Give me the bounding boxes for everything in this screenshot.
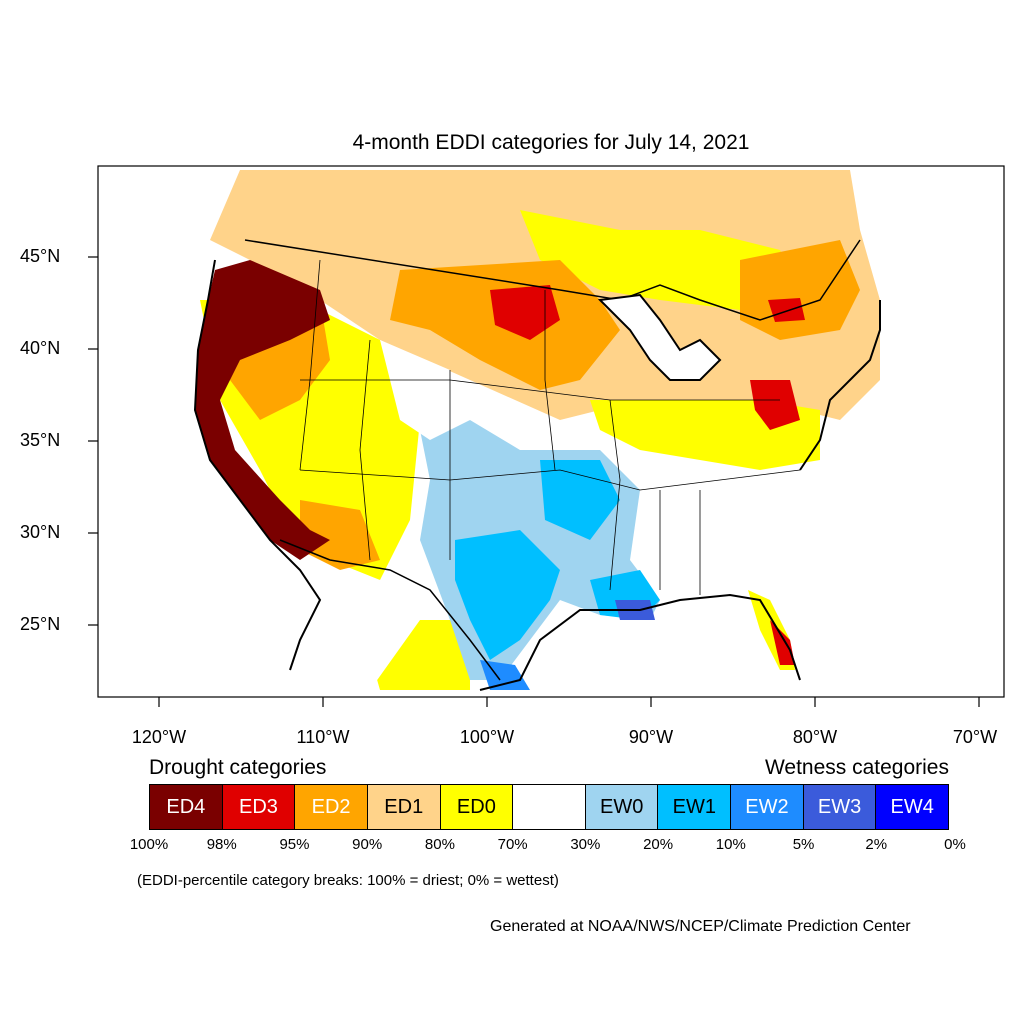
coastline-west bbox=[193, 259, 322, 671]
percentile-label: 30% bbox=[570, 836, 601, 853]
lon-label: 110°W bbox=[296, 727, 350, 747]
x-ticks bbox=[158, 697, 980, 707]
map-title: 4-month EDDI categories for July 14, 202… bbox=[352, 131, 750, 154]
great-lakes bbox=[597, 293, 722, 381]
coastline-east bbox=[799, 300, 881, 471]
percentile-label: 80% bbox=[424, 836, 455, 853]
legend-cell: EW0 bbox=[585, 785, 659, 829]
legend-cell: ED4 bbox=[150, 785, 223, 829]
legend-cell: EW1 bbox=[658, 785, 732, 829]
lat-label: 25°N bbox=[20, 614, 61, 634]
canada-border bbox=[244, 239, 861, 321]
category-note: (EDDI-percentile category breaks: 100% =… bbox=[137, 872, 559, 889]
lon-label: 120°W bbox=[131, 727, 187, 747]
percentile-label: 2% bbox=[865, 836, 888, 853]
legend-cell: EW2 bbox=[731, 785, 804, 829]
lat-label: 45°N bbox=[20, 246, 61, 266]
percentile-label: 98% bbox=[206, 836, 237, 853]
region-ed0-north bbox=[520, 210, 800, 310]
state-lines bbox=[299, 259, 801, 595]
category-legend: ED4 ED3 ED2 ED1 ED0 EW0 EW1 EW2 EW3 EW4 bbox=[149, 784, 949, 830]
lon-label: 70°W bbox=[952, 727, 998, 747]
coastline-gulf bbox=[479, 593, 801, 691]
percentile-label: 100% bbox=[129, 836, 169, 853]
region-ew1-texas bbox=[455, 530, 560, 660]
legend-cell: ED0 bbox=[440, 785, 514, 829]
region-ed3-appalachian bbox=[750, 380, 800, 430]
mexico-border bbox=[279, 539, 501, 681]
region-ed3-northeast bbox=[768, 298, 805, 322]
region-ed3-dakota bbox=[490, 285, 560, 340]
percentile-label: 5% bbox=[792, 836, 815, 853]
percentile-label: 10% bbox=[715, 836, 746, 853]
map-frame bbox=[97, 165, 1005, 698]
percentile-label: 95% bbox=[279, 836, 310, 853]
lat-label: 30°N bbox=[20, 522, 61, 542]
wetness-categories-label: Wetness categories bbox=[764, 756, 949, 779]
legend-cell: ED1 bbox=[367, 785, 441, 829]
lon-label: 100°W bbox=[459, 727, 515, 747]
percentile-label: 0% bbox=[944, 836, 966, 853]
region-ed2-northeast bbox=[740, 240, 860, 340]
drought-categories-label: Drought categories bbox=[149, 756, 327, 779]
legend-cell: EW4 bbox=[876, 785, 949, 829]
region-ew2-coast bbox=[480, 660, 530, 690]
legend-cell: EW3 bbox=[803, 785, 877, 829]
lon-label: 80°W bbox=[792, 727, 838, 747]
percentile-label: 70% bbox=[497, 836, 528, 853]
lat-label: 35°N bbox=[20, 430, 61, 450]
region-neutral-plains bbox=[380, 340, 470, 440]
percentile-label: 90% bbox=[352, 836, 383, 853]
lon-label: 90°W bbox=[628, 727, 674, 747]
legend-cell: ED2 bbox=[295, 785, 368, 829]
region-neutral-southeast bbox=[640, 470, 815, 590]
map-fill-layer bbox=[193, 170, 881, 691]
legend-cell bbox=[513, 785, 586, 829]
percentile-label: 20% bbox=[643, 836, 674, 853]
legend-cell: ED3 bbox=[222, 785, 296, 829]
y-ticks bbox=[88, 256, 98, 626]
credit-text: Generated at NOAA/NWS/NCEP/Climate Predi… bbox=[490, 918, 911, 935]
lat-label: 40°N bbox=[20, 338, 61, 358]
region-ed2-southwest bbox=[300, 500, 380, 570]
region-ed3-florida bbox=[770, 620, 795, 665]
